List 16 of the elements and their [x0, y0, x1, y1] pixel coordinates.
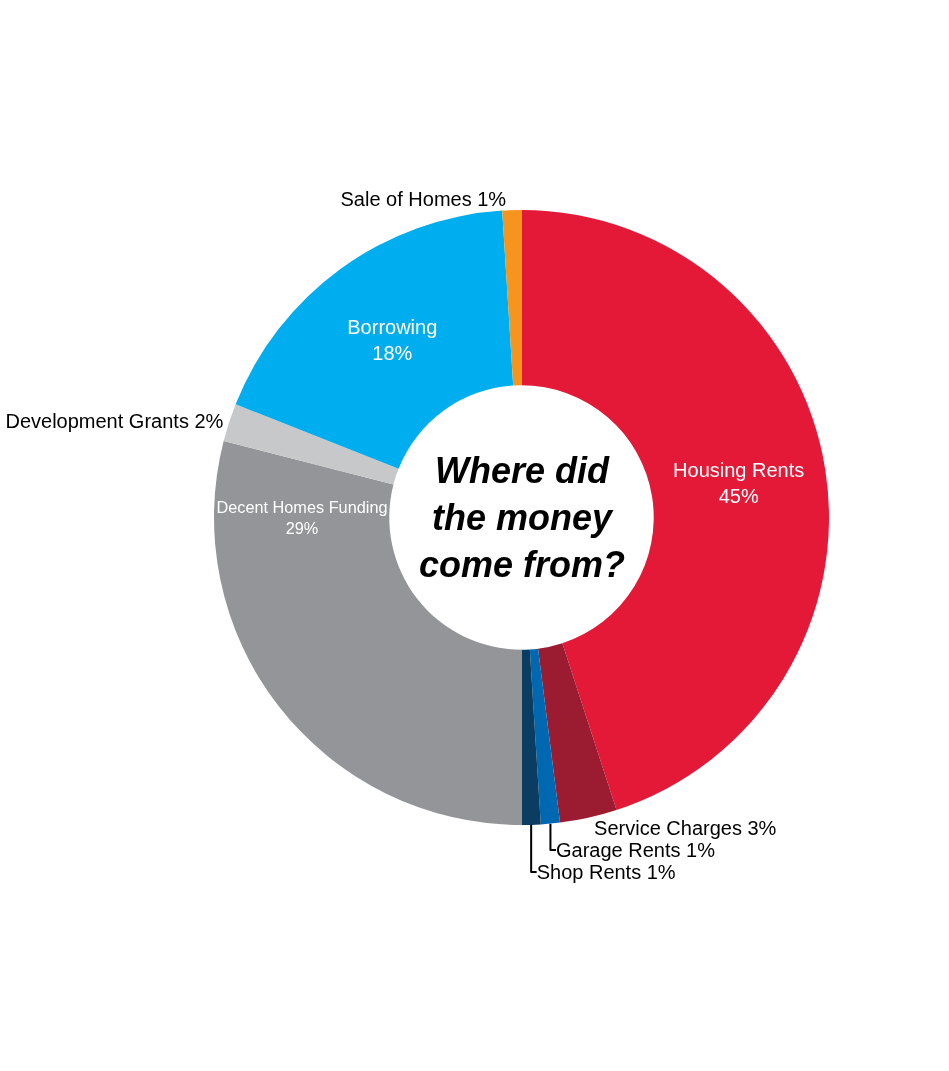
data-label: 18% [372, 341, 413, 364]
slice-label: Sale of Homes 1% [340, 188, 507, 211]
donut-slice [223, 404, 399, 485]
donut-slice [521, 649, 541, 825]
data-label: 29% [285, 518, 319, 537]
slice-label: Garage Rents 1% [555, 839, 716, 862]
data-label: 45% [718, 485, 759, 508]
slice-label: Decent Homes Funding [216, 497, 388, 516]
slice-label: Shop Rents 1% [536, 861, 676, 884]
donut-slice [502, 210, 522, 386]
text: Where did the money come from? [419, 450, 626, 585]
slice-label: Housing Rents [673, 459, 805, 482]
donut-slice [529, 648, 561, 825]
slice-label: Development Grants 2% [5, 410, 224, 433]
slice-label: Service Charges 3% [594, 817, 777, 840]
slice-label: Borrowing [347, 315, 438, 338]
